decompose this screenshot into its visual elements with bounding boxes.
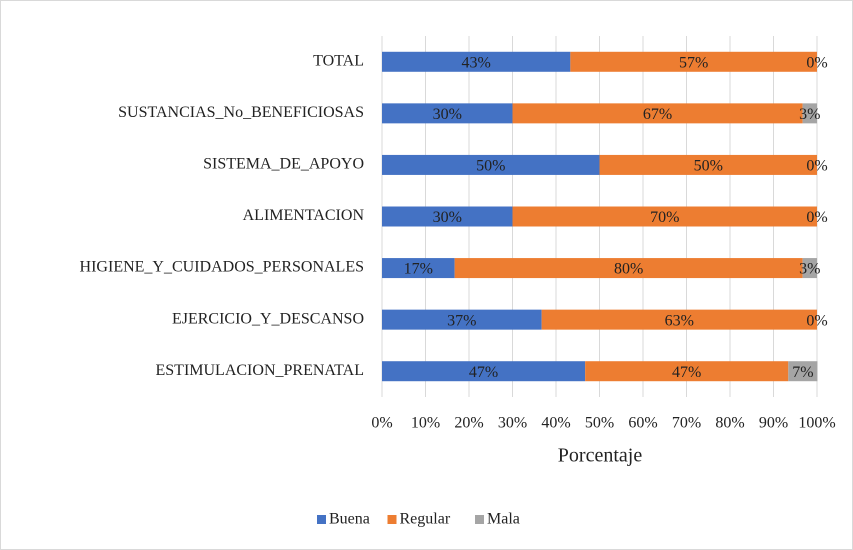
legend-swatch — [475, 515, 484, 524]
legend-swatch — [387, 515, 397, 524]
data-label: 47% — [469, 364, 498, 381]
y-tick-label: EJERCICIO_Y_DESCANSO — [172, 310, 364, 327]
y-tick-label: SISTEMA_DE_APOYO — [203, 156, 364, 173]
data-label: 70% — [650, 209, 679, 226]
bar-segment — [512, 103, 803, 124]
data-label: 37% — [447, 312, 476, 329]
legend-label: Regular — [400, 511, 451, 528]
bar-segment — [802, 258, 817, 279]
x-axis-title: Porcentaje — [558, 445, 643, 467]
legend-label: Buena — [329, 511, 370, 528]
data-label: 50% — [476, 158, 505, 175]
bar-segment — [382, 154, 600, 175]
y-tick-label: SUSTANCIAS_No_BENEFICIOSAS — [118, 104, 364, 121]
bar-segment — [585, 361, 789, 382]
data-label: 3% — [799, 106, 820, 123]
x-tick-label: 10% — [411, 415, 440, 432]
y-tick-label: HIGIENE_Y_CUIDADOS_PERSONALES — [80, 259, 364, 276]
bar-segment — [599, 154, 817, 175]
bars — [382, 51, 818, 382]
data-label: 43% — [462, 54, 491, 71]
bar-segment — [541, 309, 817, 330]
data-label: 80% — [614, 261, 643, 278]
bar-segment — [382, 258, 455, 279]
bar-segment — [382, 361, 586, 382]
data-label: 63% — [665, 312, 694, 329]
bar-segment — [382, 103, 513, 124]
data-label: 0% — [806, 158, 827, 175]
data-label: 50% — [694, 158, 723, 175]
data-label: 30% — [433, 106, 462, 123]
data-label: 47% — [672, 364, 701, 381]
bar-segment — [382, 206, 513, 227]
data-label: 0% — [806, 312, 827, 329]
x-tick-label: 30% — [498, 415, 527, 432]
x-tick-label: 0% — [371, 415, 392, 432]
y-tick-label: TOTAL — [313, 52, 364, 69]
x-tick-label: 60% — [628, 415, 657, 432]
x-tick-label: 90% — [759, 415, 788, 432]
bar-segment — [788, 361, 818, 382]
bar-segment — [570, 51, 817, 72]
bar-segment — [512, 206, 817, 227]
data-label: 0% — [806, 209, 827, 226]
data-label: 57% — [679, 54, 708, 71]
x-tick-label: 40% — [541, 415, 570, 432]
bar-segment — [382, 51, 571, 72]
legend-label: Mala — [487, 511, 520, 528]
bar-segment — [382, 309, 542, 330]
x-tick-label: 20% — [454, 415, 483, 432]
data-label: 7% — [792, 364, 813, 381]
legend-swatch — [317, 515, 326, 524]
bar-segment — [802, 103, 817, 124]
x-tick-label: 100% — [798, 415, 835, 432]
data-label: 17% — [404, 261, 433, 278]
data-label: 0% — [806, 54, 827, 71]
y-tick-label: ESTIMULACION_PRENATAL — [156, 362, 365, 379]
data-label: 67% — [643, 106, 672, 123]
x-tick-label: 80% — [715, 415, 744, 432]
labels: 43% 57% 0% 30% 67% 3% 50% 50% 0% 30% 70% 0% 17% 80% 3%… — [404, 54, 828, 380]
y-tick-label: ALIMENTACION — [243, 207, 365, 224]
x-tick-label: 50% — [585, 415, 614, 432]
data-label: 30% — [433, 209, 462, 226]
data-label: 3% — [799, 261, 820, 278]
x-tick-label: 70% — [672, 415, 701, 432]
bar-segment — [454, 258, 803, 279]
